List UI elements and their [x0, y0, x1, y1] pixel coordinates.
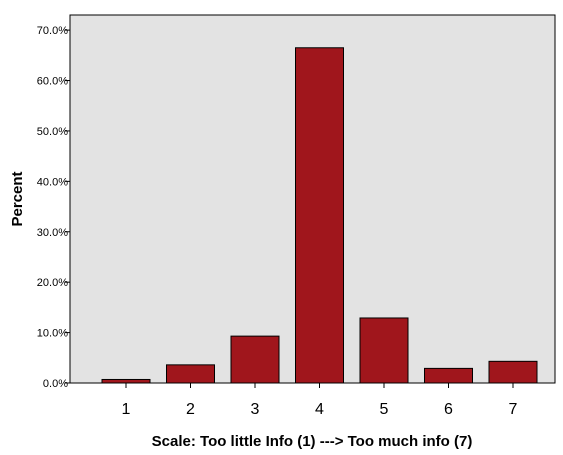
y-axis-ticks: 0.0% 10.0% 20.0% 30.0% 40.0% 50.0% 60.0% 70.0% [37, 25, 70, 390]
bar-5 [359, 317, 409, 384]
x-tick-label-4: 4 [315, 401, 324, 418]
x-tick-label-7: 7 [509, 401, 518, 418]
x-tick-label-3: 3 [251, 401, 260, 418]
bar-7 [488, 360, 538, 384]
bar-6 [424, 367, 473, 384]
y-tick-label: 20.0% [37, 277, 68, 289]
bars-group [101, 47, 538, 384]
bar-1 [101, 378, 151, 384]
y-tick-label: 40.0% [37, 176, 68, 188]
y-tick-label: 60.0% [37, 76, 68, 88]
y-tick-label: 70.0% [37, 25, 68, 37]
x-tick-label-6: 6 [444, 401, 453, 418]
y-axis-title: Percent [9, 171, 26, 226]
x-tick-label-1: 1 [122, 401, 131, 418]
x-tick-label-2: 2 [186, 401, 195, 418]
y-tick-label: 30.0% [37, 227, 68, 239]
bar-3 [230, 335, 280, 384]
x-tick-label-5: 5 [380, 401, 389, 418]
bar-2 [166, 364, 215, 384]
x-axis-title: Scale: Too little Info (1) ---> Too much… [152, 433, 473, 450]
y-tick-label: 10.0% [37, 328, 68, 340]
x-axis-tick-labels: 1 2 3 4 5 6 7 [122, 383, 518, 418]
bar-4 [295, 47, 344, 384]
y-tick-label: 0.0% [43, 378, 68, 390]
y-tick-label: 50.0% [37, 126, 68, 138]
